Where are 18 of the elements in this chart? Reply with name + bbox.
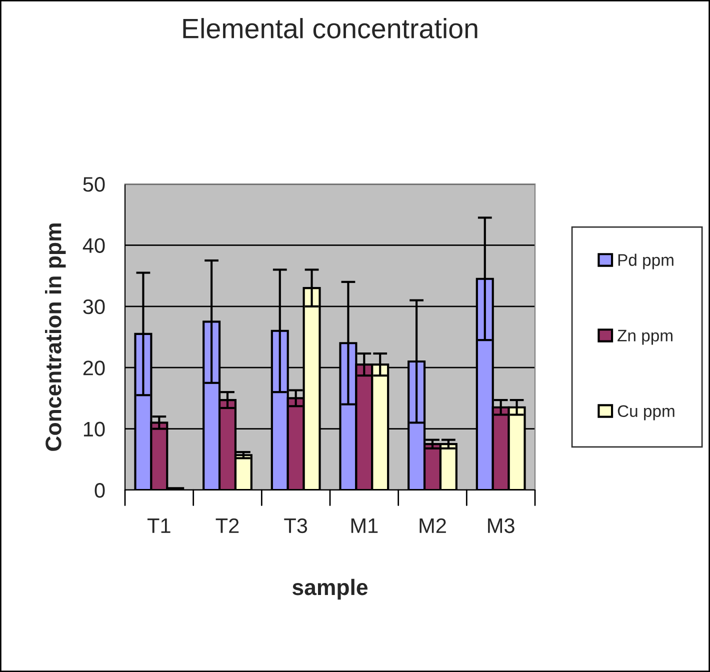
legend-label: Zn ppm [618,330,672,345]
x-tick-label: M2 [420,518,446,533]
y-tick-label: 20 [83,360,105,376]
x-axis-title: sample [292,578,368,600]
y-tick-label: 50 [83,177,105,192]
y-axis-title: Concentration in ppm [45,224,66,451]
chart-title: Elemental concentration [183,18,478,38]
y-tick-label: 10 [84,422,105,437]
x-tick-label: T2 [216,518,239,533]
legend-label: Pd ppm [618,254,674,270]
legend-label: Cu ppm [618,405,674,420]
y-tick-label: 30 [83,299,105,314]
y-tick-label: 40 [82,238,105,253]
x-tick-label: T3 [284,518,308,534]
x-tick-label: M3 [488,518,514,534]
x-tick-label: M1 [351,518,378,533]
y-tick-label: 0 [94,483,105,498]
x-tick-label: T1 [147,518,170,533]
